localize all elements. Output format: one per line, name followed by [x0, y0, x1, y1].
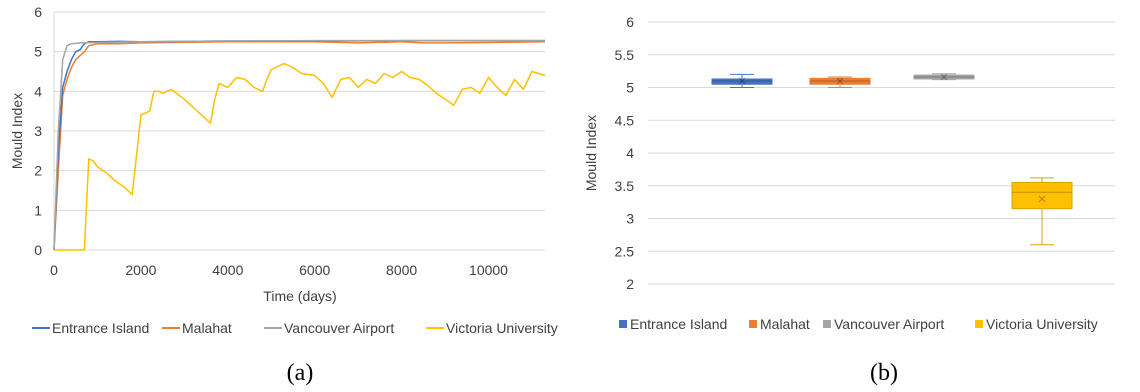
y-tick-label: 2.5 — [615, 243, 635, 259]
x-tick-label: 8000 — [386, 262, 417, 278]
boxes — [711, 73, 1073, 246]
box — [809, 77, 871, 85]
y-tick-label: 5.5 — [615, 47, 635, 63]
y-tick-label: 0 — [34, 242, 42, 258]
y-tick-label: 5 — [34, 44, 42, 60]
x-tick-label: 2000 — [125, 262, 156, 278]
x-tick-labels: 0 2000 4000 6000 8000 10000 — [50, 262, 508, 278]
x-tick-label: 10000 — [469, 262, 508, 278]
legend-square-marker — [749, 320, 757, 328]
series-lines — [53, 39, 546, 251]
legend-label: Victoria University — [446, 320, 558, 336]
y-tick-label: 2 — [34, 163, 42, 179]
mean-marker — [738, 77, 746, 85]
legend-label: Vancouver Airport — [834, 316, 944, 332]
y-tick-labels: 0 1 2 3 4 5 6 — [34, 4, 42, 258]
legend: Entrance Island Malahat Vancouver Airport V… — [619, 316, 1098, 332]
box — [1011, 181, 1073, 210]
y-tick-label: 3 — [34, 123, 42, 139]
y-tick-label: 4 — [626, 145, 634, 161]
grid — [648, 21, 1115, 285]
y-tick-label: 2 — [626, 276, 634, 292]
y-tick-label: 3 — [626, 211, 634, 227]
y-tick-label: 5 — [626, 80, 634, 96]
mean-marker — [1038, 195, 1046, 203]
legend-square-marker — [975, 320, 983, 328]
box — [711, 78, 773, 85]
legend-square-marker — [619, 320, 627, 328]
grid — [54, 11, 545, 251]
y-tick-label: 1 — [34, 202, 42, 218]
panel-label-a: (a) — [287, 360, 314, 386]
y-tick-label: 6 — [626, 14, 634, 30]
x-tick-label: 4000 — [212, 262, 243, 278]
y-tick-label: 4 — [34, 83, 42, 99]
legend-label: Malahat — [760, 316, 810, 332]
series-line — [54, 62, 546, 251]
legend-label: Entrance Island — [630, 316, 727, 332]
x-tick-label: 0 — [50, 262, 58, 278]
y-axis-label: Mould Index — [583, 115, 599, 191]
y-tick-label: 4.5 — [615, 112, 635, 128]
box-plot-b: 2 2.5 3 3.5 4 4.5 5 5.5 6 Mould Index Entrance I… — [583, 14, 1115, 386]
legend-label: Victoria University — [986, 316, 1098, 332]
y-tick-labels: 2 2.5 3 3.5 4 4.5 5 5.5 6 — [615, 14, 635, 292]
legend-label: Entrance Island — [52, 320, 149, 336]
box — [913, 74, 975, 80]
x-tick-label: 6000 — [299, 262, 330, 278]
legend: Entrance Island Malahat Vancouver Airport V… — [32, 320, 558, 336]
x-axis-label: Time (days) — [263, 288, 336, 304]
legend-square-marker — [823, 320, 831, 328]
mean-marker — [940, 73, 948, 81]
y-axis-label: Mould Index — [9, 93, 25, 169]
series-line — [53, 41, 546, 251]
y-tick-label: 3.5 — [615, 178, 635, 194]
mean-marker — [836, 77, 844, 85]
legend-label: Vancouver Airport — [284, 320, 394, 336]
y-tick-label: 6 — [34, 4, 42, 20]
series-line — [53, 39, 545, 251]
line-chart-a: 0 1 2 3 4 5 6 0 2000 4000 6000 8000 10000 Mould Ind… — [9, 4, 558, 386]
legend-label: Malahat — [182, 320, 232, 336]
panel-label-b: (b) — [870, 360, 898, 386]
